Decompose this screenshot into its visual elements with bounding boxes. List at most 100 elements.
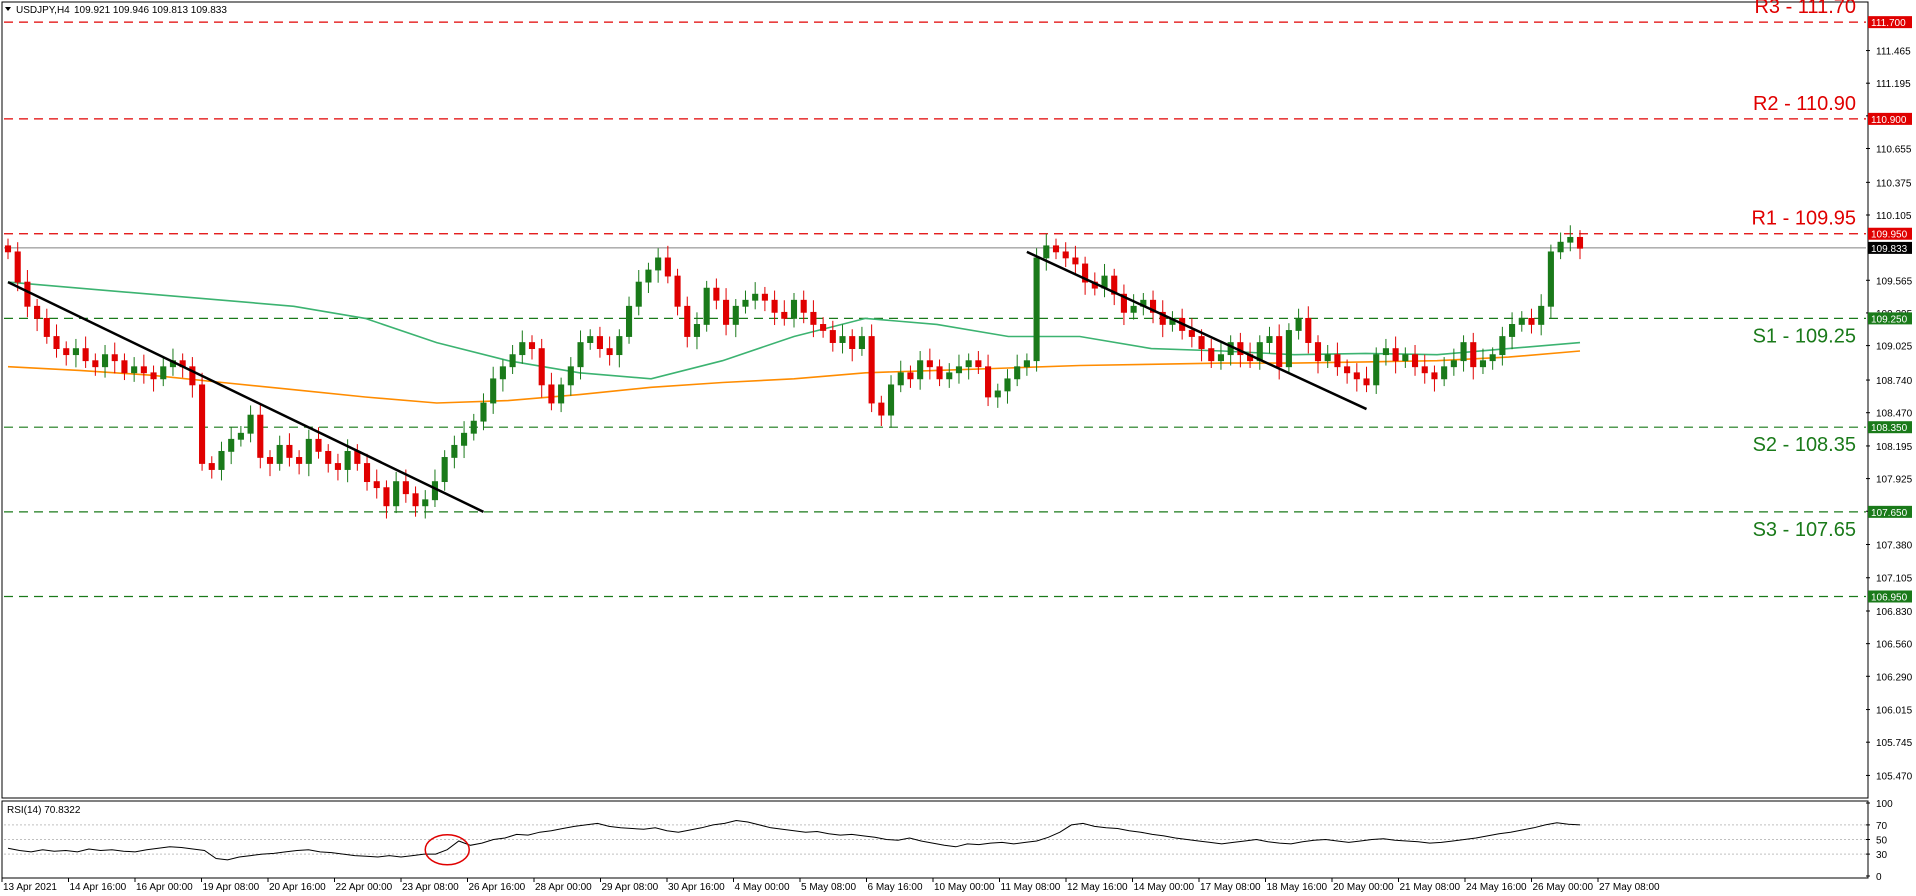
candle	[528, 335, 536, 360]
candle-body	[441, 457, 448, 483]
candle	[296, 450, 303, 475]
candle-body	[82, 348, 89, 362]
candle-body	[1392, 348, 1399, 362]
x-tick-label: 12 May 16:00	[1067, 882, 1128, 893]
candles-layer	[4, 225, 1584, 519]
current-price-tag-text: 109.833	[1871, 244, 1908, 255]
candle	[849, 329, 856, 362]
candle-body	[1314, 342, 1322, 362]
candle-body	[732, 305, 739, 325]
candle	[363, 453, 371, 491]
candle-body	[1402, 354, 1409, 362]
candle-body	[625, 305, 633, 337]
candle	[1324, 344, 1331, 368]
x-tick-label: 26 May 00:00	[1533, 882, 1594, 893]
level-price-tag-text: 110.900	[1871, 115, 1907, 126]
trendlines-layer	[7, 250, 1368, 513]
candle-body	[470, 420, 477, 434]
candle	[1538, 294, 1545, 336]
candle	[761, 286, 768, 312]
trendline-1	[7, 280, 485, 513]
x-tick-label: 22 Apr 00:00	[336, 882, 393, 893]
candle	[1082, 256, 1089, 295]
candle-body	[92, 360, 99, 368]
candle	[1470, 332, 1477, 380]
candle	[975, 351, 982, 375]
header-dropdown-icon[interactable]	[5, 7, 11, 11]
level-labels-layer: R3 - 111.70 R2 - 110.90 R1 - 109.95 S1 - 10…	[1751, 0, 1856, 541]
candle-body	[1285, 330, 1292, 368]
candle	[723, 288, 730, 336]
candle-body	[771, 299, 778, 313]
x-tick-label: 21 May 08:00	[1400, 882, 1461, 893]
rsi-header: RSI(14) 70.8322	[7, 805, 81, 816]
candle-body	[1479, 360, 1487, 368]
candle-body	[296, 457, 303, 464]
candle	[257, 403, 264, 469]
candle	[926, 348, 933, 380]
x-tick-label: 20 Apr 16:00	[269, 882, 326, 893]
candle-body	[24, 281, 31, 307]
candle-body	[1014, 366, 1021, 380]
candle-body	[344, 450, 351, 470]
x-tick-label: 26 Apr 16:00	[469, 882, 526, 893]
candle-body	[548, 384, 555, 404]
candle	[43, 308, 50, 344]
candle-body	[402, 481, 409, 495]
level-price-tag	[1868, 227, 1912, 240]
candle	[965, 353, 972, 380]
candle	[1489, 347, 1496, 370]
candle-body	[1188, 330, 1195, 337]
candle-body	[325, 450, 332, 464]
candle	[752, 282, 759, 310]
candle	[160, 357, 167, 387]
candle-body	[1460, 342, 1467, 362]
y-tick-label: 107.925	[1876, 475, 1913, 486]
candle-body	[393, 481, 400, 507]
candle-body	[1149, 299, 1157, 313]
candle-body	[509, 354, 516, 368]
candle	[1334, 342, 1341, 376]
y-tick-label: 109.565	[1876, 276, 1913, 287]
candle	[664, 245, 671, 284]
candle	[286, 433, 293, 467]
candle	[325, 444, 332, 473]
candle	[1033, 248, 1040, 372]
y-tick-label: 106.830	[1876, 607, 1913, 618]
trendline-2	[1026, 250, 1368, 411]
candle	[538, 338, 545, 398]
level-price-tag-text: 109.250	[1871, 314, 1908, 325]
rsi-tick-label: 30	[1876, 850, 1888, 861]
candle	[1499, 326, 1506, 366]
candle	[499, 359, 506, 392]
candle	[63, 341, 70, 366]
candle	[558, 377, 565, 413]
candle	[1431, 365, 1438, 392]
levels-layer	[4, 21, 1866, 598]
candle-body	[1111, 275, 1118, 295]
candle-body	[1547, 251, 1554, 307]
y-tick-label: 106.015	[1876, 706, 1913, 717]
candle-body	[1208, 348, 1215, 362]
candle-body	[43, 317, 50, 337]
candle-body	[276, 444, 283, 464]
candle-body	[218, 450, 225, 470]
candle	[596, 326, 603, 358]
candle	[1266, 326, 1273, 354]
candle	[655, 248, 662, 283]
candle-body	[936, 366, 943, 380]
candle-body	[994, 390, 1001, 398]
level-label: S2 - 108.35	[1753, 434, 1856, 456]
candle	[567, 357, 574, 396]
candle	[693, 312, 701, 350]
candle-body	[519, 342, 526, 356]
level-price-tag	[1868, 16, 1912, 29]
x-tick-label: 6 May 16:00	[868, 882, 923, 893]
candle	[1421, 354, 1428, 384]
candle-body	[480, 402, 487, 422]
candle-body	[1198, 336, 1205, 350]
candle-body	[820, 324, 827, 331]
candle	[887, 375, 895, 428]
y-tick-label: 109.025	[1876, 342, 1913, 353]
candle	[917, 351, 924, 390]
